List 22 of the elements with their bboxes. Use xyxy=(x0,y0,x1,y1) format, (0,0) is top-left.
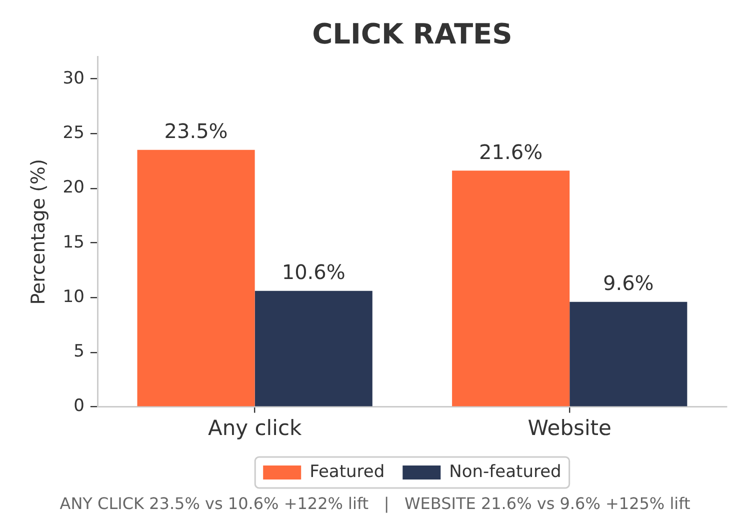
data-label: 23.5% xyxy=(164,119,228,144)
text: ANY CLICK 23.5% vs 10.6% +122% lift | WEBSITE 21.6% vs 9.6% +125% lift xyxy=(60,494,690,514)
x-tick-label: Any click xyxy=(208,416,303,440)
y-axis-title: Percentage (%) xyxy=(27,158,50,305)
bar xyxy=(570,302,688,406)
legend-label: Non-featured xyxy=(449,462,562,482)
y-tick-label: 25 xyxy=(62,122,84,143)
data-label: 9.6% xyxy=(602,271,654,296)
chart-title: CLICK RATES xyxy=(312,17,512,50)
data-label: 10.6% xyxy=(282,260,346,284)
legend-label: Featured xyxy=(310,462,385,482)
y-tick-label: 0 xyxy=(74,396,84,416)
x-tick-label: Website xyxy=(528,416,612,440)
y-tick-label: 20 xyxy=(62,178,84,198)
y-tick-label: 5 xyxy=(74,342,84,362)
y-tick-label: 10 xyxy=(62,286,84,307)
y-tick-label: 15 xyxy=(62,232,84,252)
y-tick-label: 30 xyxy=(62,68,84,88)
bar xyxy=(137,150,255,406)
data-label: 21.6% xyxy=(479,140,543,164)
bar xyxy=(254,290,372,406)
bar xyxy=(452,170,570,406)
